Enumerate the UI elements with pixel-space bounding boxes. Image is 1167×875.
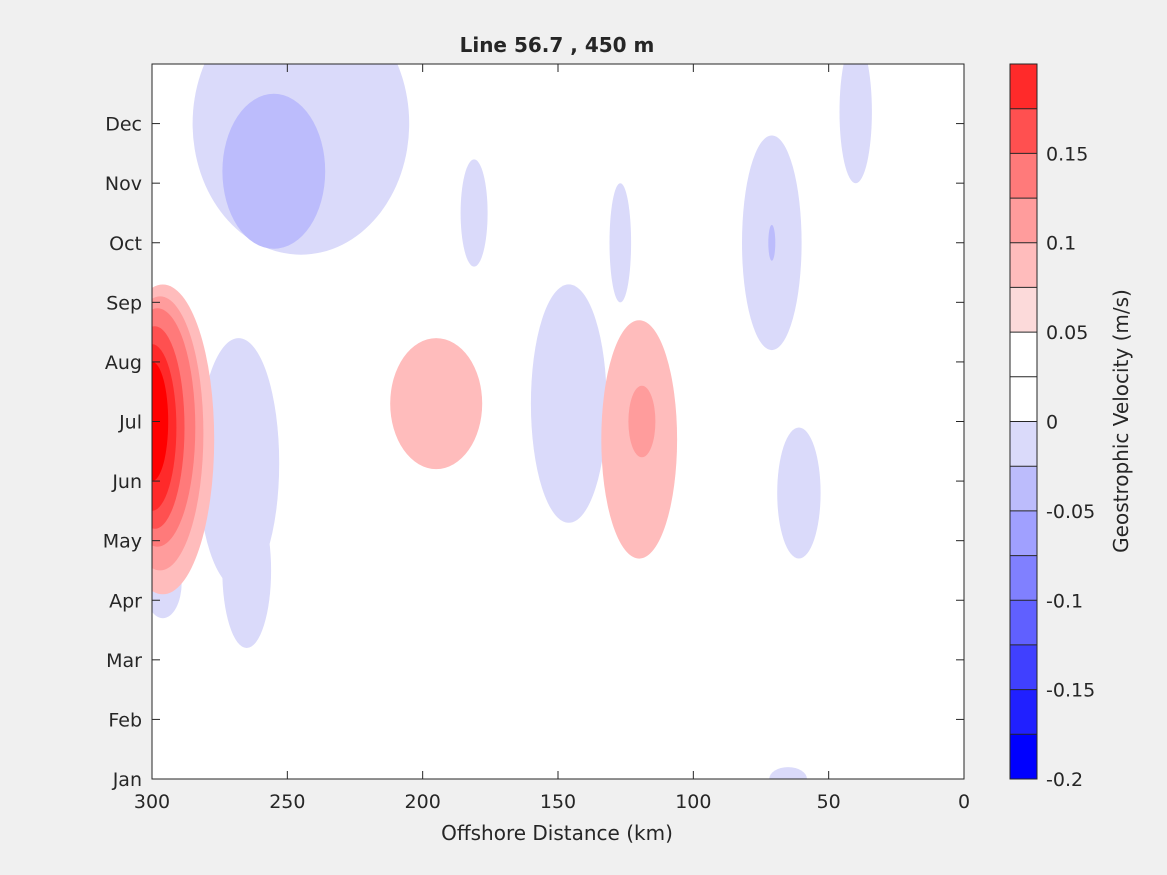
positive-velocity-contour	[449, 64, 488, 100]
y-tick-label: Jan	[112, 769, 142, 791]
colorbar-label: Geostrophic Velocity (m/s)	[1109, 289, 1133, 553]
colorbar-band	[1010, 510, 1037, 556]
positive-velocity-contour	[509, 153, 564, 273]
colorbar-band	[1010, 198, 1037, 243]
negative-velocity-contour	[769, 767, 807, 779]
x-axis: 300 250 200 150 100 50 0	[134, 64, 970, 813]
positive-velocity-contour	[390, 338, 483, 470]
x-tick-label: 150	[540, 791, 576, 813]
colorbar-band	[1010, 689, 1037, 735]
y-tick-label: May	[103, 531, 142, 553]
colorbar-border	[1009, 63, 1038, 780]
y-axis: Jan Feb Mar Apr May Jun Jul Aug Sep Oct Nov Dec	[103, 114, 964, 791]
y-tick-label: Jul	[118, 412, 142, 434]
chart-title: Line 56.7 , 450 m	[460, 33, 655, 57]
y-tick-label: Aug	[105, 352, 142, 374]
negative-velocity-contour	[460, 159, 488, 267]
y-tick-label: Oct	[109, 233, 142, 255]
colorbar-band	[1010, 644, 1037, 690]
colorbar-tick-label: 0.1	[1046, 233, 1076, 255]
colorbar-band	[1010, 64, 1037, 109]
colorbar-tick-label: 0.15	[1046, 143, 1088, 165]
colorbar-band	[1010, 332, 1037, 377]
positive-velocity-contour	[273, 749, 307, 779]
positive-velocity-contour	[744, 540, 821, 696]
negative-velocity-contour	[839, 64, 872, 184]
colorbar-band	[1010, 153, 1037, 199]
contour-layer	[130, 0, 878, 779]
colorbar-band	[1010, 287, 1037, 333]
colorbar-band	[1010, 555, 1037, 601]
x-axis-label: Offshore Distance (km)	[441, 821, 673, 845]
positive-velocity-contour	[417, 659, 504, 779]
colorbar-band	[1010, 421, 1037, 467]
colorbar-tick-label: 0	[1046, 412, 1058, 434]
negative-velocity-contour	[777, 427, 821, 559]
y-tick-label: Feb	[108, 709, 142, 731]
colorbar-band	[1010, 108, 1037, 154]
colorbar-tick-label: 0.05	[1046, 322, 1088, 344]
positive-velocity-contour	[130, 0, 173, 13]
negative-velocity-contour	[222, 93, 326, 249]
positive-velocity-contour	[628, 385, 656, 458]
positive-velocity-contour	[152, 612, 204, 768]
x-tick-label: 0	[958, 791, 970, 813]
negative-velocity-contour	[222, 493, 272, 648]
negative-velocity-contour	[758, 0, 812, 52]
y-tick-label: Mar	[106, 650, 142, 672]
positive-velocity-contour	[282, 0, 314, 52]
colorbar-band	[1010, 600, 1037, 645]
colorbar-band	[1010, 242, 1037, 288]
colorbar-band	[1010, 466, 1037, 511]
negative-velocity-contour	[530, 284, 607, 523]
colorbar: 0.15 0.1 0.05 0 -0.05 -0.1 -0.15 -0.2	[1009, 63, 1095, 791]
negative-velocity-contour	[609, 183, 632, 303]
y-tick-label: Apr	[109, 590, 142, 612]
x-tick-label: 300	[134, 791, 170, 813]
positive-velocity-contour	[855, 463, 878, 559]
colorbar-tick-label: -0.05	[1046, 501, 1095, 523]
colorbar-tick-label: -0.1	[1046, 590, 1083, 612]
y-tick-label: Jun	[111, 471, 142, 493]
y-tick-label: Dec	[105, 114, 142, 136]
colorbar-band	[1010, 734, 1037, 779]
x-tick-label: 250	[269, 791, 305, 813]
y-tick-label: Sep	[106, 292, 142, 314]
positive-velocity-contour	[539, 64, 621, 166]
x-tick-label: 100	[675, 791, 711, 813]
x-tick-label: 50	[817, 791, 841, 813]
colorbar-tick-label: -0.15	[1046, 680, 1095, 702]
colorbar-tick-label: -0.2	[1046, 769, 1083, 791]
x-tick-label: 200	[405, 791, 441, 813]
positive-velocity-contour	[152, 361, 169, 482]
colorbar-band	[1010, 376, 1037, 422]
y-tick-label: Nov	[105, 173, 142, 195]
negative-velocity-contour	[768, 224, 776, 261]
